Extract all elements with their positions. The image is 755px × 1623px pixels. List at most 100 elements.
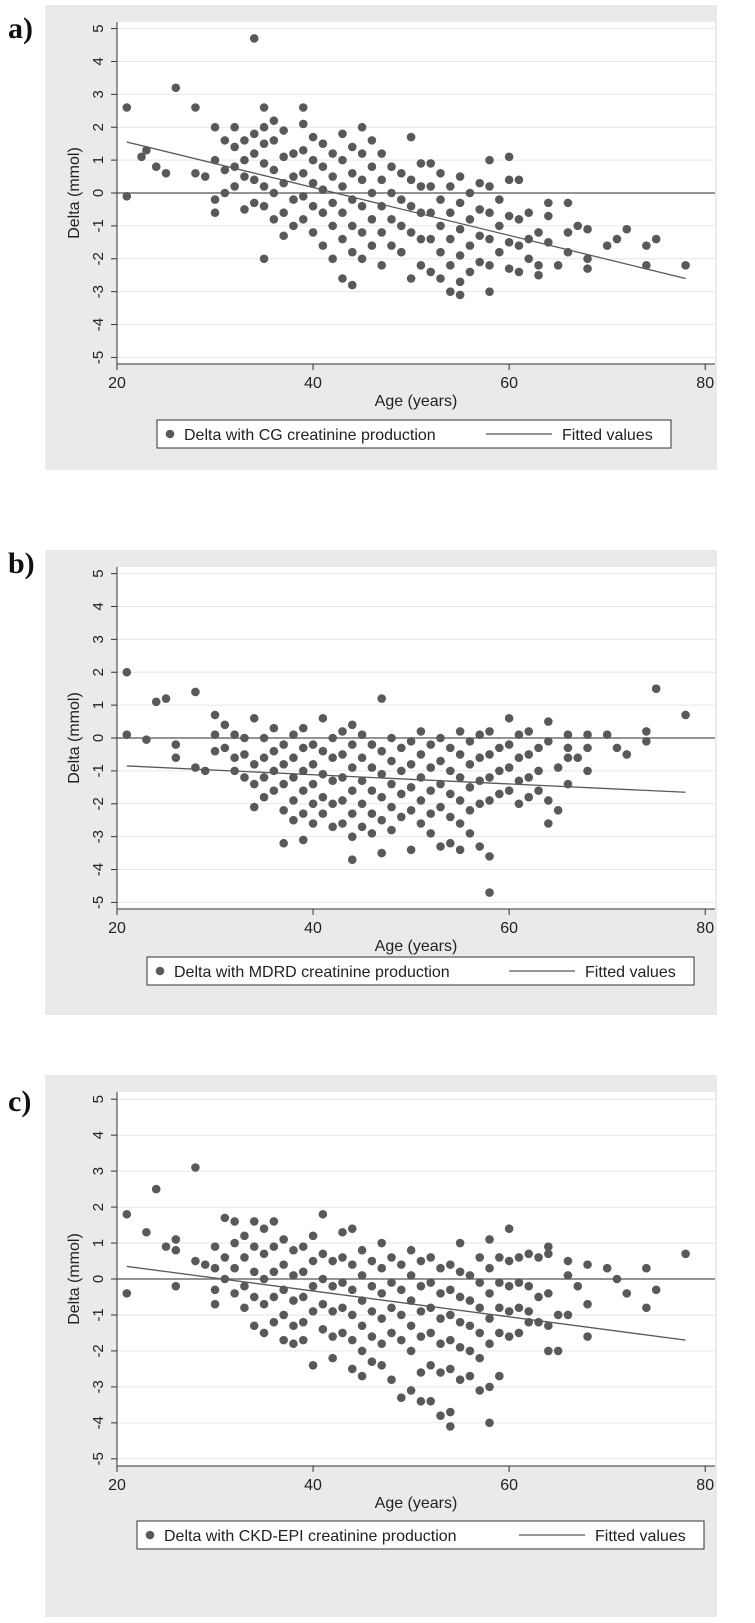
data-point xyxy=(534,1253,543,1262)
data-point xyxy=(308,760,318,769)
data-point xyxy=(249,198,259,208)
x-tick-label: 80 xyxy=(696,920,714,937)
data-point xyxy=(465,1346,475,1356)
data-point xyxy=(475,799,485,809)
data-point xyxy=(269,723,279,733)
data-point xyxy=(455,251,465,260)
data-point xyxy=(485,155,494,165)
data-point xyxy=(357,122,367,132)
data-point xyxy=(259,201,269,211)
data-point xyxy=(259,122,269,132)
y-tick-label: -1 xyxy=(90,764,107,777)
data-point xyxy=(347,720,357,730)
y-tick-label: 3 xyxy=(90,1167,107,1175)
data-point xyxy=(436,1263,445,1273)
data-point xyxy=(279,1235,288,1244)
data-point xyxy=(259,254,269,264)
data-point xyxy=(347,1310,357,1320)
data-point xyxy=(504,264,514,273)
data-point xyxy=(367,786,377,795)
data-point xyxy=(622,224,632,234)
data-point xyxy=(563,743,573,753)
data-point xyxy=(563,1310,573,1320)
y-tick-label: 2 xyxy=(90,123,107,131)
data-point xyxy=(396,221,406,231)
data-point xyxy=(191,687,200,697)
data-point xyxy=(338,1253,347,1262)
data-point xyxy=(387,188,396,198)
data-point xyxy=(436,779,445,789)
data-point xyxy=(446,261,455,270)
data-point xyxy=(298,191,308,201)
y-tick-label: -5 xyxy=(90,351,107,364)
data-point xyxy=(504,152,514,162)
data-point xyxy=(259,792,269,802)
data-point xyxy=(279,779,288,789)
data-point xyxy=(357,753,367,763)
data-point xyxy=(534,261,543,270)
data-point xyxy=(318,208,328,218)
data-point xyxy=(406,1271,416,1280)
data-point xyxy=(642,736,651,746)
data-point xyxy=(377,1238,386,1248)
data-point xyxy=(524,727,534,736)
data-point xyxy=(298,145,308,155)
data-point xyxy=(514,175,524,185)
data-point xyxy=(602,241,612,250)
data-point xyxy=(416,1256,426,1266)
data-point xyxy=(367,215,377,224)
data-point xyxy=(406,845,416,855)
data-point xyxy=(367,1281,377,1291)
data-point xyxy=(210,155,220,165)
data-point xyxy=(465,1271,475,1280)
data-point xyxy=(318,746,328,756)
data-point xyxy=(200,766,210,776)
data-point xyxy=(396,1285,406,1295)
data-point xyxy=(210,1285,220,1295)
data-point xyxy=(465,760,475,769)
legend-label: Fitted values xyxy=(562,427,653,444)
data-point xyxy=(122,1209,132,1219)
data-point xyxy=(377,1289,386,1298)
data-point xyxy=(475,257,485,267)
data-point xyxy=(642,727,651,736)
data-point xyxy=(563,228,573,237)
legend-label: Delta with MDRD creatinine production xyxy=(174,964,450,981)
data-point xyxy=(318,1299,328,1309)
data-point xyxy=(249,1292,259,1302)
data-point xyxy=(514,241,524,250)
data-point xyxy=(504,175,514,185)
data-point xyxy=(651,1285,661,1295)
data-point xyxy=(240,136,249,145)
data-point xyxy=(416,796,426,805)
y-tick-label: 3 xyxy=(90,90,107,98)
data-point xyxy=(357,254,367,264)
data-point xyxy=(367,1332,377,1341)
data-point xyxy=(416,261,426,270)
data-point xyxy=(357,175,367,185)
data-point xyxy=(455,1267,465,1277)
y-tick-label: -3 xyxy=(90,1380,107,1393)
data-point xyxy=(249,1321,259,1331)
data-point xyxy=(151,1184,161,1194)
data-point xyxy=(544,1249,553,1259)
data-point xyxy=(495,1371,504,1381)
data-point xyxy=(504,740,514,749)
data-point xyxy=(406,806,416,815)
data-point xyxy=(485,208,494,218)
data-point xyxy=(553,1310,563,1320)
data-point xyxy=(465,241,475,250)
data-point xyxy=(191,1163,200,1172)
data-point xyxy=(298,786,308,795)
data-point xyxy=(426,1278,436,1287)
data-point xyxy=(240,1281,249,1291)
data-point xyxy=(485,773,494,782)
y-tick-label: -4 xyxy=(90,863,107,876)
data-point xyxy=(357,228,367,237)
data-point xyxy=(318,713,328,723)
data-point xyxy=(416,727,426,736)
panel-b: b) -5 -4 -3 -2 -1 0 1 2 3 4 5 20 40 60 80 Age (years) De… xyxy=(0,525,755,1015)
legend-label: Delta with CKD-EPI creatinine production xyxy=(164,1528,457,1545)
data-point xyxy=(377,848,386,858)
data-point xyxy=(446,1260,455,1269)
